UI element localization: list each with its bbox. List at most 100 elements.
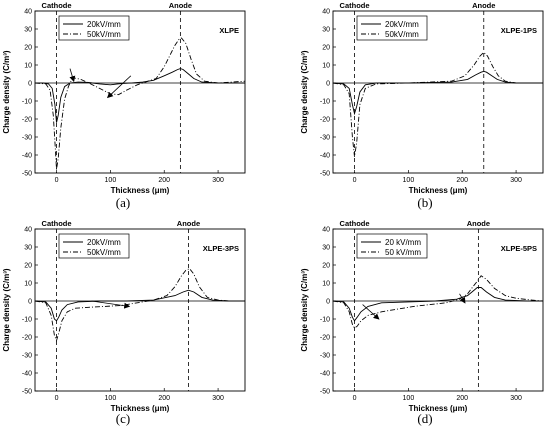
legend-entry: 50 kV/mm [385,248,421,257]
electrode-label: Anode [472,1,495,10]
electrode-label: Cathode [340,219,370,228]
series-line-1 [34,289,245,322]
subplot-label: (d) [417,411,432,426]
x-tick-label: 300 [212,395,224,402]
y-axis-label: Charge density (C/m³) [2,268,11,351]
y-tick-label: -50 [320,171,330,178]
series-line-2 [332,275,544,329]
x-tick-label: 200 [456,395,468,402]
legend-entry: 20kV/mm [87,238,121,247]
x-axis-label: Thickness (μm) [111,404,170,413]
panel-title: XLPE-3PS [203,244,239,253]
electrode-label: Cathode [42,1,72,10]
legend-entry: 20kV/mm [385,20,419,29]
series-line-1 [35,68,245,123]
legend-box [356,15,428,41]
y-tick-label: 20 [322,45,330,52]
y-tick-label: -20 [320,335,330,342]
y-tick-label: 10 [24,63,32,70]
x-axis-label: Thickness (μm) [111,186,170,195]
panel-title: XLPE [219,26,239,35]
y-tick-label: 0 [28,81,32,88]
legend-entry: 50kV/mm [87,30,121,39]
y-tick-label: -30 [22,353,32,360]
y-tick-label: -20 [22,335,32,342]
legend-box [356,233,428,259]
annotation-arrow [459,293,466,304]
electrode-label: Cathode [340,1,370,10]
y-tick-label: -10 [22,317,32,324]
annotation-arrow [91,300,131,309]
y-tick-label: -50 [22,171,32,178]
series-line-2 [34,268,245,342]
panel-3: Cathode Anode -50 -40 -30 -20 -10 0 10 20 30 40 0 100… [2,219,246,426]
y-tick-label: -50 [22,389,32,396]
subplot-label: (c) [116,411,130,426]
y-tick-label: 40 [322,227,330,234]
annotation-arrow [362,304,380,320]
y-tick-label: 40 [322,9,330,16]
y-tick-label: -40 [320,371,330,378]
x-tick-label: 200 [158,395,170,402]
x-axis-label: Thickness (μm) [409,404,468,413]
x-tick-label: 100 [105,177,117,184]
x-tick-label: 200 [158,177,170,184]
y-tick-label: -30 [320,353,330,360]
legend-box [58,233,130,259]
y-tick-label: 20 [322,263,330,270]
x-tick-label: 300 [510,395,522,402]
series-line-2 [34,37,246,170]
y-tick-label: 30 [322,27,330,34]
x-tick-label: 100 [403,177,415,184]
electrode-label: Anode [177,219,200,228]
y-tick-label: 40 [24,9,32,16]
x-tick-label: 300 [510,177,522,184]
y-tick-label: -10 [22,99,32,106]
y-tick-label: 0 [28,299,32,306]
annotation-arrow [69,68,76,83]
y-tick-label: 0 [326,81,330,88]
panel-4: Cathode Anode -50 -40 -30 -20 -10 0 10 20 30 40 0 100… [300,219,544,426]
y-tick-label: 10 [322,281,330,288]
legend-box [58,15,130,41]
x-tick-label: 0 [353,177,357,184]
electrode-label: Anode [169,1,192,10]
y-tick-label: -40 [22,371,32,378]
electrode-label: Cathode [42,219,72,228]
plot-frame [34,10,246,174]
x-tick-label: 100 [403,395,415,402]
series-line-1 [332,287,543,322]
annotation-arrow [106,75,132,99]
y-tick-label: -10 [320,99,330,106]
y-axis-label: Charge density (C/m³) [300,268,309,351]
x-tick-label: 100 [105,395,117,402]
y-tick-label: -40 [320,153,330,160]
plot-frame [332,10,544,174]
x-tick-label: 300 [212,177,224,184]
y-tick-label: 20 [24,263,32,270]
subplot-label: (a) [116,195,130,210]
plot-frame [332,228,544,392]
series-line-2 [332,51,543,157]
y-tick-label: 0 [326,299,330,306]
x-tick-label: 0 [55,177,59,184]
y-tick-label: 30 [24,27,32,34]
subplot-label: (b) [417,195,432,210]
panel-2: Cathode Anode -50 -40 -30 -20 -10 0 10 20 30 40 0 100… [300,1,544,210]
legend-entry: 20 kV/mm [385,238,421,247]
legend-entry: 50kV/mm [87,248,121,257]
y-tick-label: 30 [24,245,32,252]
y-tick-label: -10 [320,317,330,324]
x-tick-label: 200 [456,177,468,184]
y-axis-label: Charge density (C/m³) [2,50,11,133]
y-tick-label: -50 [320,389,330,396]
y-tick-label: -30 [320,135,330,142]
y-tick-label: -30 [22,135,32,142]
plot-frame [34,228,246,392]
y-tick-label: 20 [24,45,32,52]
y-tick-label: 30 [322,245,330,252]
y-tick-label: 10 [24,281,32,288]
y-tick-label: -20 [320,117,330,124]
panel-1: Cathode Anode -50 -40 -30 -20 -10 0 10 20 30 40 0 100… [2,1,246,210]
